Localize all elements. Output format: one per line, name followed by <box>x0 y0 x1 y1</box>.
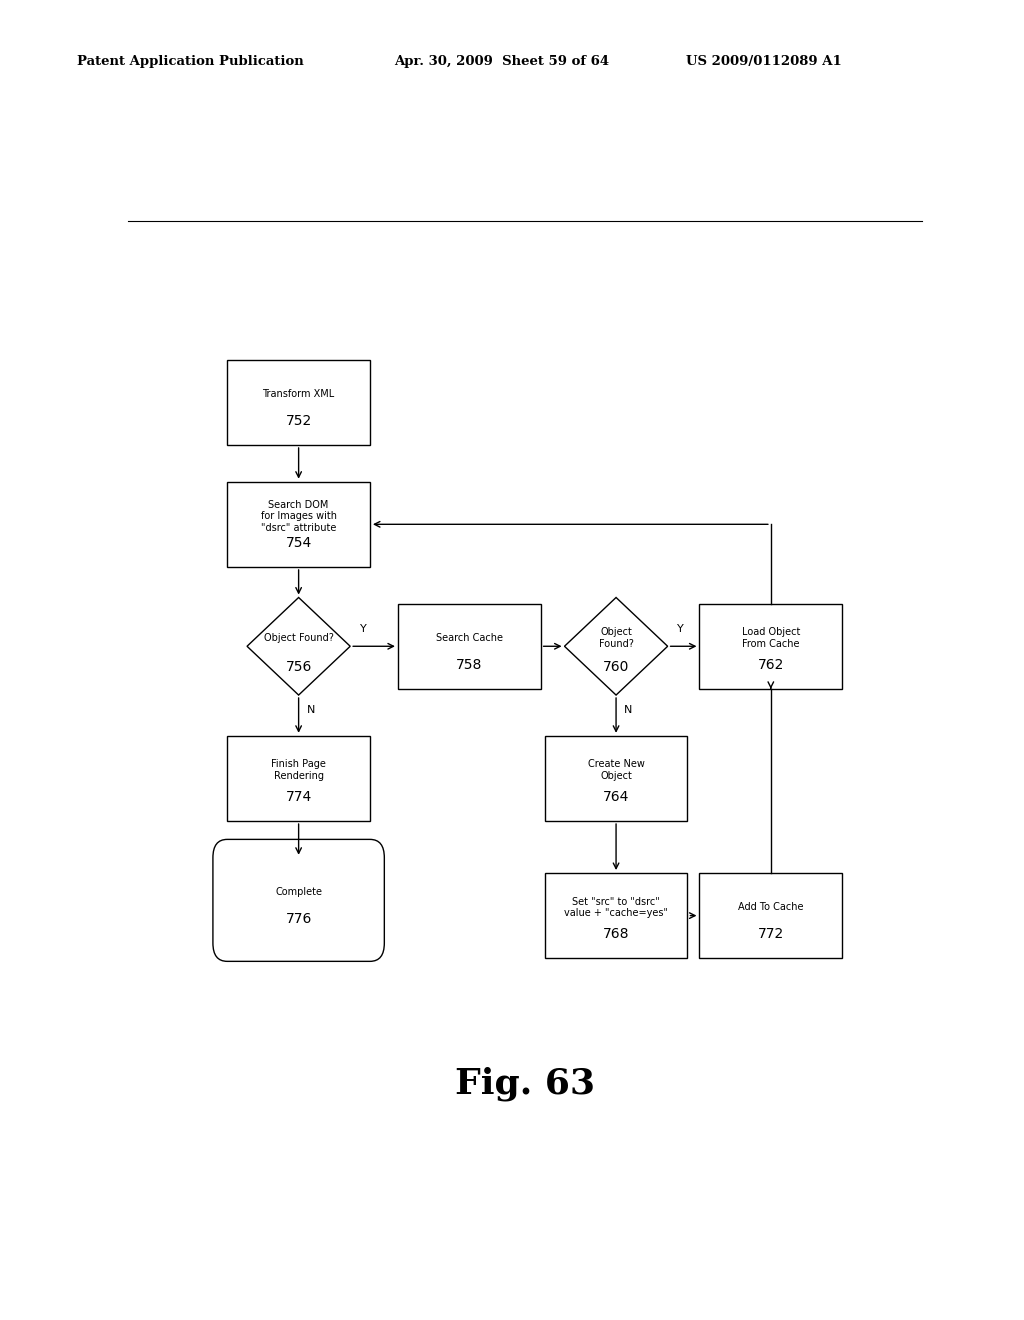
FancyBboxPatch shape <box>545 735 687 821</box>
Text: 762: 762 <box>758 657 784 672</box>
Text: Load Object
From Cache: Load Object From Cache <box>741 627 800 649</box>
Text: 756: 756 <box>286 660 312 673</box>
FancyBboxPatch shape <box>227 735 370 821</box>
Text: 772: 772 <box>758 927 784 941</box>
Text: 774: 774 <box>286 789 311 804</box>
FancyBboxPatch shape <box>699 873 843 958</box>
Text: Apr. 30, 2009  Sheet 59 of 64: Apr. 30, 2009 Sheet 59 of 64 <box>394 54 609 67</box>
Polygon shape <box>564 598 668 696</box>
FancyBboxPatch shape <box>545 873 687 958</box>
FancyBboxPatch shape <box>227 359 370 445</box>
Text: Y: Y <box>359 624 367 634</box>
FancyBboxPatch shape <box>213 840 384 961</box>
Text: 768: 768 <box>603 927 630 941</box>
Text: Create New
Object: Create New Object <box>588 759 644 781</box>
Text: Finish Page
Rendering: Finish Page Rendering <box>271 759 326 781</box>
FancyBboxPatch shape <box>699 603 843 689</box>
FancyBboxPatch shape <box>227 482 370 568</box>
Text: N: N <box>306 705 315 715</box>
Text: Fig. 63: Fig. 63 <box>455 1067 595 1101</box>
Text: N: N <box>624 705 633 715</box>
Text: Object Found?: Object Found? <box>264 634 334 643</box>
Text: Complete: Complete <box>275 887 323 898</box>
Text: 758: 758 <box>456 657 482 672</box>
Text: Set "src" to "dsrc"
value + "cache=yes": Set "src" to "dsrc" value + "cache=yes" <box>564 896 668 919</box>
Text: Add To Cache: Add To Cache <box>738 903 804 912</box>
Text: 760: 760 <box>603 660 630 673</box>
Text: Transform XML: Transform XML <box>262 389 335 399</box>
Text: US 2009/0112089 A1: US 2009/0112089 A1 <box>686 54 842 67</box>
FancyBboxPatch shape <box>397 603 541 689</box>
Text: Patent Application Publication: Patent Application Publication <box>77 54 303 67</box>
Text: Search Cache: Search Cache <box>436 634 503 643</box>
Text: 776: 776 <box>286 912 312 925</box>
Text: 752: 752 <box>286 413 311 428</box>
Text: 754: 754 <box>286 536 311 549</box>
Text: 764: 764 <box>603 789 630 804</box>
Polygon shape <box>247 598 350 696</box>
Text: Object
Found?: Object Found? <box>599 627 634 649</box>
Text: Y: Y <box>677 624 684 634</box>
Text: Search DOM
for Images with
"dsrc" attribute: Search DOM for Images with "dsrc" attrib… <box>261 499 337 533</box>
